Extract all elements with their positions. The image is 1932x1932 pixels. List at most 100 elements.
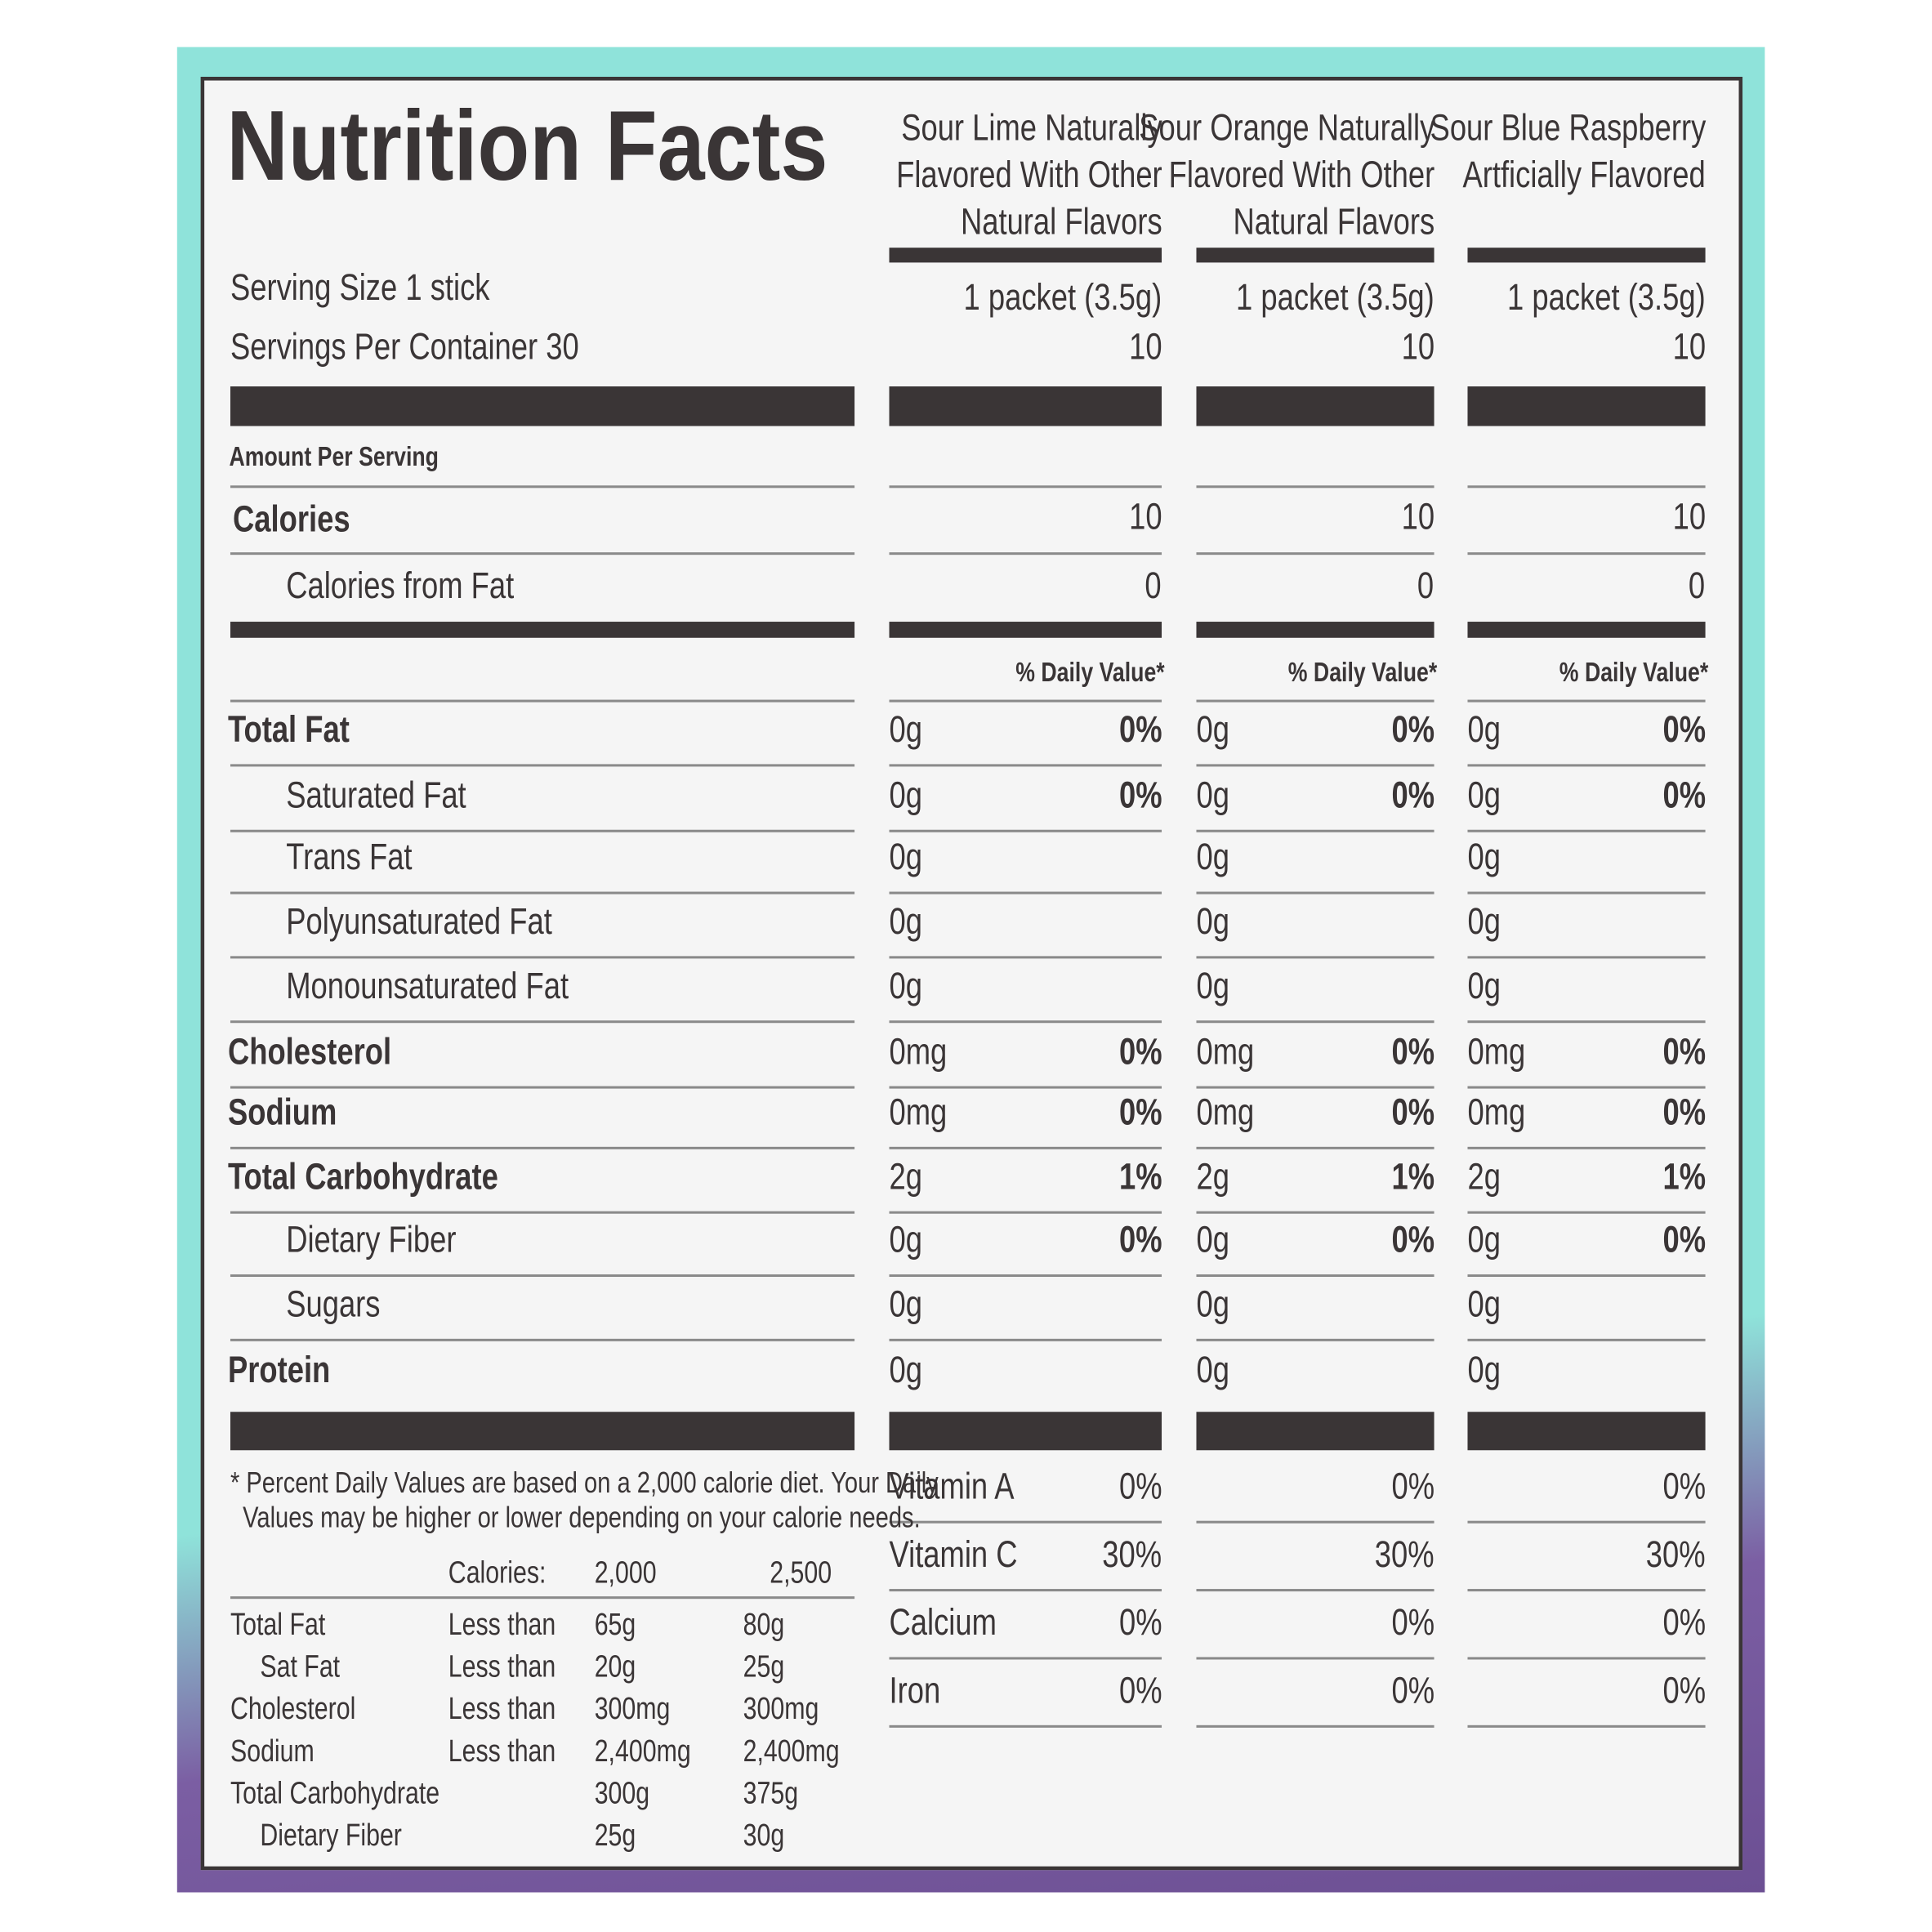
dv-table-value: 2,400mg (594, 1733, 691, 1769)
thick-bar (889, 1412, 1162, 1451)
rule (1196, 552, 1434, 555)
nutrient-label: Dietary Fiber (286, 1220, 457, 1261)
vitamin-dv: 30% (1374, 1534, 1434, 1576)
thick-bar (1196, 1412, 1434, 1451)
nutrient-amount: 0g (1467, 1220, 1501, 1261)
vitamin-dv: 0% (1118, 1602, 1162, 1644)
nutrient-amount: 0g (1196, 775, 1229, 817)
rule (1196, 956, 1434, 958)
nutrient-amount: 0g (889, 837, 922, 878)
rule (889, 1589, 1162, 1591)
rule (230, 1086, 855, 1088)
thick-bar (1467, 1412, 1706, 1451)
rule (230, 1146, 855, 1149)
nutrient-label: Saturated Fat (286, 775, 466, 817)
nutrient-amount: 0g (1196, 966, 1229, 1007)
rule (1467, 1211, 1706, 1213)
calories: 10 (1401, 496, 1434, 538)
vitamin-label: Iron (889, 1671, 941, 1712)
rule (889, 699, 1162, 702)
thick-bar (1467, 622, 1706, 638)
serving-size: 1 packet (3.5g) (1235, 277, 1434, 319)
serving-size: 1 packet (3.5g) (963, 277, 1162, 319)
vitamin-dv: 0% (1118, 1671, 1162, 1712)
servings: 10 (1128, 327, 1162, 368)
calories-label: Calories (233, 498, 350, 540)
rule (1467, 764, 1706, 766)
rule (1467, 891, 1706, 894)
product-name: Artficially Flavored (1462, 154, 1706, 196)
thick-bar (1196, 386, 1434, 426)
nutrient-label: Trans Fat (286, 837, 413, 878)
nutrient-amount: 0g (1467, 1284, 1501, 1326)
nutrient-dv: 0% (1390, 1092, 1434, 1134)
thick-bar (230, 1412, 855, 1451)
rule (1196, 1146, 1434, 1149)
rule (889, 956, 1162, 958)
nutrient-dv: 0% (1662, 1031, 1706, 1073)
thick-bar (889, 386, 1162, 426)
nutrient-amount: 0g (889, 1220, 922, 1261)
product-name: Sour Orange Naturally (1138, 107, 1434, 149)
thick-bar (889, 248, 1162, 263)
nutrient-amount: 0mg (1467, 1092, 1526, 1134)
rule (1196, 1086, 1434, 1088)
nutrient-amount: 0g (1196, 1284, 1229, 1326)
vitamin-dv: 0% (1662, 1671, 1706, 1712)
rule (1467, 956, 1706, 958)
rule (889, 1086, 1162, 1088)
nutrient-amount: 0g (1196, 1350, 1229, 1391)
nutrient-amount: 0g (1196, 1220, 1229, 1261)
rule (1467, 1274, 1706, 1277)
thick-bar (889, 622, 1162, 638)
nutrient-dv: 0% (1390, 775, 1434, 817)
dv-table-nutrient: Cholesterol (230, 1691, 356, 1727)
dv-table-value: 30g (743, 1818, 785, 1853)
dv-table-nutrient: Sodium (230, 1733, 315, 1769)
vitamin-label: Vitamin A (889, 1466, 1015, 1508)
vitamin-dv: 30% (1645, 1534, 1706, 1576)
nutrient-amount: 0g (889, 901, 922, 943)
nutrient-label: Polyunsaturated Fat (286, 901, 552, 943)
nutrient-amount: 0mg (1467, 1031, 1526, 1073)
dv-table-value: 25g (743, 1649, 785, 1684)
rule (230, 1211, 855, 1213)
nutrient-amount: 0g (889, 966, 922, 1007)
rule (1467, 1086, 1706, 1088)
nutrient-amount: 0g (889, 709, 922, 751)
nutrient-amount: 0g (889, 1350, 922, 1391)
dv-table-qualifier: Less than (448, 1691, 556, 1727)
nutrient-dv: 0% (1390, 1031, 1434, 1073)
thick-bar (230, 386, 855, 426)
nutrient-amount: 0g (1467, 709, 1501, 751)
rule (889, 1020, 1162, 1023)
dv-table-nutrient: Total Fat (230, 1607, 326, 1643)
thick-bar (1467, 248, 1706, 263)
dv-table-header: Calories: (448, 1555, 547, 1591)
nutrient-amount: 0g (1196, 901, 1229, 943)
rule (1467, 1338, 1706, 1341)
nutrient-amount: 0g (1467, 837, 1501, 878)
nutrient-label: Cholesterol (227, 1031, 392, 1073)
product-name: Natural Flavors (960, 202, 1162, 243)
dv-table-qualifier: Less than (448, 1649, 556, 1684)
vitamin-dv: 0% (1118, 1466, 1162, 1508)
rule (1196, 1589, 1434, 1591)
product-name: Flavored With Other (895, 154, 1162, 196)
calories-from-fat: 0 (1689, 565, 1706, 607)
rule (889, 1725, 1162, 1728)
product-name: Sour Blue Raspberry (1429, 107, 1706, 149)
calories-from-fat: 0 (1417, 565, 1434, 607)
nutrient-dv: 1% (1662, 1156, 1706, 1198)
rule (1467, 829, 1706, 832)
nutrient-dv: 0% (1118, 775, 1162, 817)
dv-table-header: 2,500 (770, 1555, 832, 1591)
dv-table-qualifier: Less than (448, 1733, 556, 1769)
dv-table-value: 300g (594, 1775, 650, 1811)
rule (230, 1020, 855, 1023)
rule (1467, 1520, 1706, 1523)
dv-table-value: 65g (594, 1607, 636, 1643)
dv-header: % Daily Value* (1559, 656, 1708, 688)
rule (1467, 699, 1706, 702)
rule (230, 485, 855, 488)
